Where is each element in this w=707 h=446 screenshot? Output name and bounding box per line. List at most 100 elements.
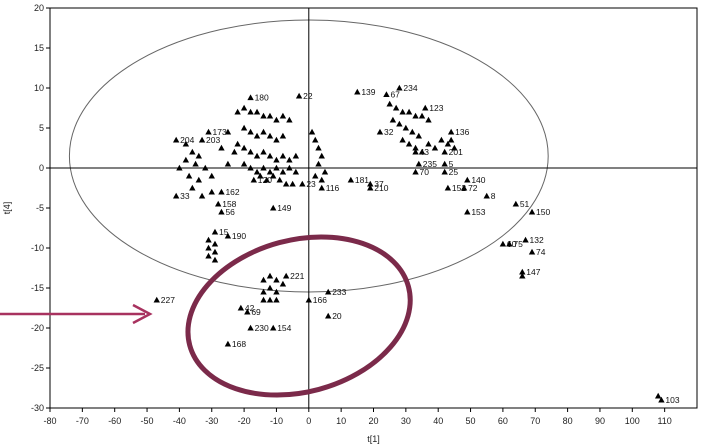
point-label: 22 bbox=[303, 91, 313, 101]
x-tick-label: -10 bbox=[270, 416, 283, 426]
data-point bbox=[367, 184, 374, 191]
point-label: 173 bbox=[213, 127, 227, 137]
data-point bbox=[318, 176, 325, 183]
arrow-head bbox=[132, 303, 153, 325]
data-point bbox=[247, 148, 254, 155]
x-tick-label: 70 bbox=[530, 416, 540, 426]
data-point bbox=[205, 244, 212, 251]
y-axis-label: t[4] bbox=[2, 202, 12, 215]
data-point bbox=[189, 184, 196, 191]
x-tick-label: 0 bbox=[306, 416, 311, 426]
x-tick-label: 100 bbox=[625, 416, 640, 426]
data-point bbox=[202, 164, 209, 171]
data-point bbox=[282, 272, 290, 279]
data-point bbox=[253, 108, 261, 115]
point-label: 221 bbox=[290, 271, 304, 281]
point-label: 67 bbox=[390, 89, 400, 99]
data-point bbox=[305, 296, 312, 303]
data-point bbox=[325, 288, 332, 295]
x-tick-label: 110 bbox=[657, 416, 671, 426]
point-label: 56 bbox=[225, 207, 235, 217]
data-point bbox=[260, 296, 267, 303]
y-tick-label: 0 bbox=[39, 163, 44, 173]
data-point bbox=[182, 140, 190, 147]
data-point bbox=[425, 116, 432, 123]
data-point bbox=[205, 252, 212, 259]
data-point bbox=[389, 116, 397, 123]
data-point bbox=[198, 136, 206, 143]
point-label: 168 bbox=[232, 339, 246, 349]
data-point bbox=[415, 132, 422, 139]
data-point bbox=[499, 240, 507, 247]
point-label: 23 bbox=[306, 179, 316, 189]
data-point bbox=[208, 188, 215, 195]
data-point bbox=[266, 112, 274, 119]
data-point bbox=[172, 136, 180, 143]
x-tick-label: 50 bbox=[466, 416, 476, 426]
point-label: 149 bbox=[277, 203, 291, 213]
data-point bbox=[198, 192, 206, 199]
data-point bbox=[240, 124, 248, 131]
point-label: 32 bbox=[384, 127, 394, 137]
data-point bbox=[292, 168, 300, 175]
data-point bbox=[189, 148, 196, 155]
data-point bbox=[315, 144, 322, 151]
data-point bbox=[444, 184, 452, 191]
data-point bbox=[286, 116, 293, 123]
point-label: 51 bbox=[520, 199, 530, 209]
data-point bbox=[247, 164, 254, 171]
data-point bbox=[418, 112, 426, 119]
data-point bbox=[247, 94, 254, 101]
data-point bbox=[260, 164, 267, 171]
x-tick-label: 80 bbox=[563, 416, 573, 426]
data-point bbox=[205, 128, 212, 135]
data-point bbox=[376, 128, 384, 135]
data-point bbox=[412, 144, 419, 151]
data-point bbox=[347, 176, 355, 183]
data-point bbox=[266, 272, 274, 279]
point-label: 136 bbox=[455, 127, 469, 137]
data-point bbox=[396, 84, 403, 91]
data-point bbox=[447, 136, 455, 143]
data-point bbox=[153, 296, 160, 303]
data-point bbox=[211, 256, 219, 263]
data-point bbox=[279, 132, 287, 139]
y-tick-label: -15 bbox=[31, 283, 44, 293]
x-tick-label: 10 bbox=[336, 416, 346, 426]
point-label: 74 bbox=[536, 247, 546, 257]
point-label: 210 bbox=[374, 183, 388, 193]
point-label: 15 bbox=[219, 227, 229, 237]
point-label: 166 bbox=[313, 295, 327, 305]
data-point bbox=[266, 168, 274, 175]
point-label: 203 bbox=[206, 135, 220, 145]
data-point bbox=[218, 208, 225, 215]
x-tick-label: 90 bbox=[595, 416, 605, 426]
highlight-circle bbox=[185, 234, 413, 398]
data-point bbox=[528, 248, 536, 255]
data-point bbox=[234, 140, 241, 147]
data-point bbox=[266, 284, 274, 291]
x-tick-label: -30 bbox=[205, 416, 218, 426]
data-point bbox=[286, 164, 293, 171]
point-label: 181 bbox=[355, 175, 369, 185]
data-point bbox=[205, 236, 212, 243]
y-tick-label: -5 bbox=[36, 203, 44, 213]
point-label: 8 bbox=[491, 191, 496, 201]
data-point bbox=[260, 112, 267, 119]
data-point bbox=[312, 136, 319, 143]
data-point bbox=[237, 304, 245, 311]
point-label: 116 bbox=[326, 183, 340, 193]
data-point bbox=[415, 160, 422, 167]
data-point bbox=[273, 136, 280, 143]
point-label: 120 bbox=[258, 175, 272, 185]
data-point bbox=[182, 156, 190, 163]
point-label: 25 bbox=[449, 167, 459, 177]
data-point bbox=[318, 184, 325, 191]
data-point bbox=[270, 204, 277, 211]
data-point bbox=[422, 104, 429, 111]
data-point bbox=[279, 152, 287, 159]
x-tick-label: -70 bbox=[76, 416, 89, 426]
x-tick-label: 20 bbox=[368, 416, 378, 426]
data-point bbox=[292, 152, 300, 159]
data-point bbox=[399, 108, 406, 115]
